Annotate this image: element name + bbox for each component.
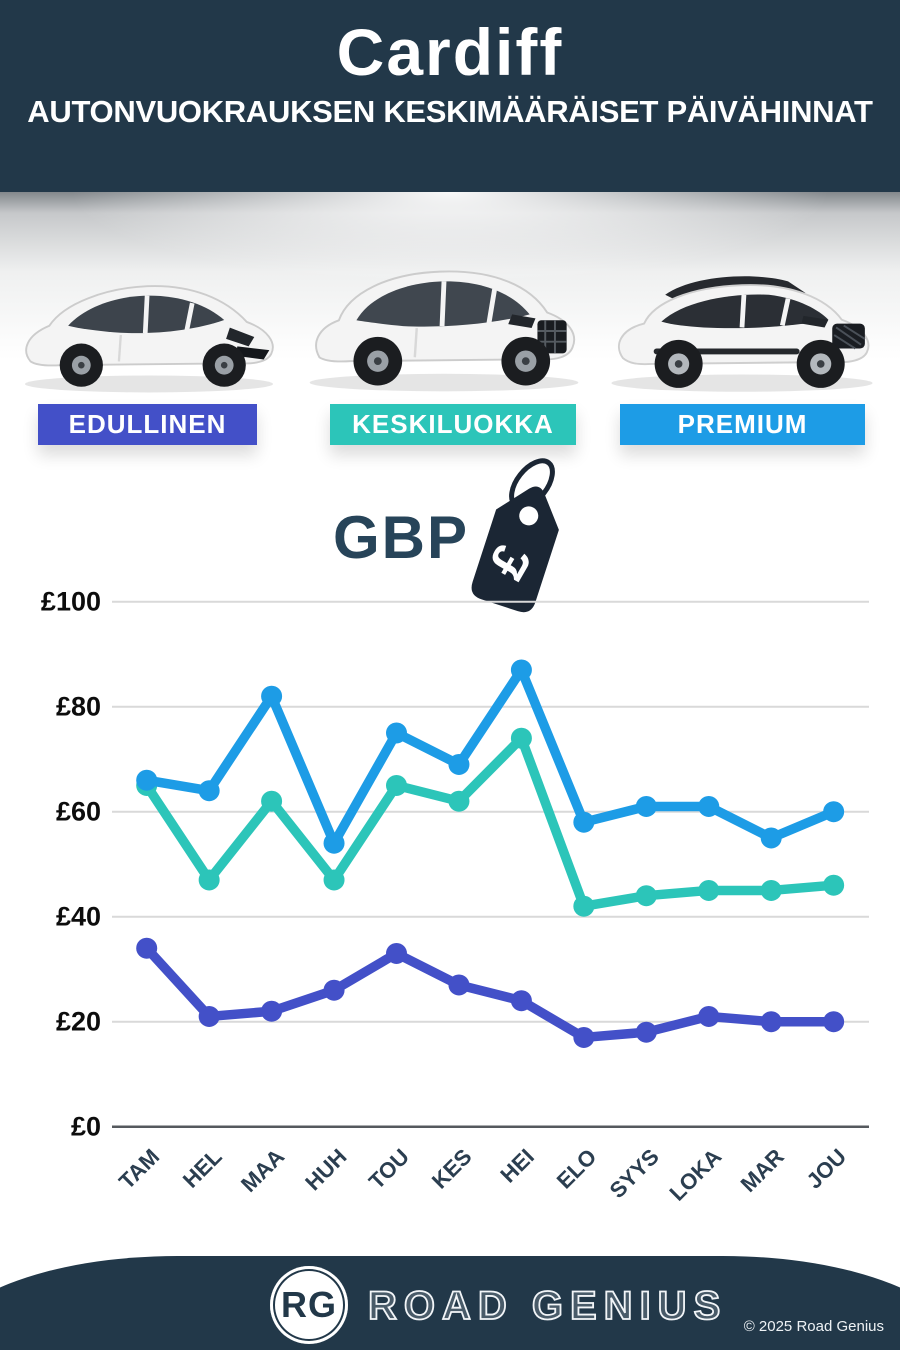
currency-label: GBP bbox=[333, 504, 470, 571]
suv-car-image bbox=[309, 270, 579, 392]
data-point-keskiluokka bbox=[698, 879, 720, 901]
data-point-premium bbox=[448, 753, 470, 775]
x-axis-tick: SYYS bbox=[605, 1144, 664, 1203]
category-badge-premium: PREMIUM bbox=[620, 404, 865, 445]
copyright-text: © 2025 Road Genius bbox=[743, 1318, 884, 1335]
y-axis-tick: £80 bbox=[56, 692, 101, 722]
road-genius-logo-icon: RG bbox=[270, 1266, 348, 1344]
y-axis-tick: £60 bbox=[56, 797, 101, 827]
x-axis-tick: KES bbox=[427, 1144, 477, 1194]
category-label-budget: EDULLINEN bbox=[68, 409, 227, 439]
category-label-premium: PREMIUM bbox=[677, 409, 808, 439]
series-line-edullinen bbox=[141, 943, 839, 1043]
page-title: Cardiff bbox=[336, 15, 564, 89]
data-point-keskiluokka bbox=[823, 874, 845, 896]
price-tag-icon: £ bbox=[471, 458, 559, 613]
header: Cardiff AUTONVUOKRAUKSEN KESKIMÄÄRÄISET … bbox=[0, 0, 900, 192]
data-point-edullinen bbox=[198, 1005, 220, 1027]
data-point-premium bbox=[823, 801, 845, 823]
data-point-premium bbox=[261, 685, 283, 707]
data-point-keskiluokka bbox=[510, 727, 532, 749]
data-point-edullinen bbox=[323, 979, 345, 1001]
data-point-edullinen bbox=[510, 990, 532, 1012]
data-point-edullinen bbox=[261, 1000, 283, 1022]
data-point-edullinen bbox=[698, 1005, 720, 1027]
x-axis-tick: HEI bbox=[495, 1144, 539, 1188]
data-point-edullinen bbox=[760, 1011, 782, 1033]
y-axis-tick: £0 bbox=[71, 1112, 101, 1142]
x-axis-tick: HEL bbox=[178, 1144, 227, 1193]
data-point-keskiluokka bbox=[635, 885, 657, 907]
data-point-edullinen bbox=[136, 937, 158, 959]
data-point-keskiluokka bbox=[323, 869, 345, 891]
category-label-midsize: KESKILUOKKA bbox=[352, 409, 554, 439]
data-point-keskiluokka bbox=[386, 774, 407, 796]
page-subtitle: AUTONVUOKRAUKSEN KESKIMÄÄRÄISET PÄIVÄHIN… bbox=[27, 94, 873, 129]
x-axis-tick: HUH bbox=[300, 1144, 351, 1195]
x-axis-tick: TAM bbox=[114, 1144, 164, 1194]
logo-text: RG bbox=[281, 1284, 337, 1325]
footer bbox=[0, 1256, 900, 1350]
x-axis-tick: JOU bbox=[802, 1144, 852, 1194]
data-point-premium bbox=[760, 827, 782, 849]
data-point-edullinen bbox=[635, 1021, 657, 1043]
data-point-edullinen bbox=[386, 942, 407, 964]
x-axis-tick: MAR bbox=[736, 1144, 789, 1197]
category-badge-budget: EDULLINEN bbox=[38, 404, 257, 445]
data-point-edullinen bbox=[573, 1026, 595, 1048]
data-point-keskiluokka bbox=[448, 790, 470, 812]
data-point-premium bbox=[698, 795, 720, 817]
y-axis-tick: £40 bbox=[56, 902, 101, 932]
data-point-edullinen bbox=[448, 974, 470, 996]
brand-name: ROAD GENIUS bbox=[367, 1283, 728, 1329]
data-point-premium bbox=[386, 722, 407, 744]
y-axis-tick: £100 bbox=[41, 587, 101, 617]
data-point-edullinen bbox=[823, 1011, 845, 1033]
x-axis-tick: LOKA bbox=[665, 1144, 727, 1206]
data-point-premium bbox=[510, 659, 532, 681]
data-point-keskiluokka bbox=[261, 790, 283, 812]
x-axis-tick: TOU bbox=[364, 1144, 414, 1194]
data-point-premium bbox=[323, 832, 345, 854]
x-axis-tick: MAA bbox=[236, 1144, 289, 1197]
hatchback-car-image bbox=[24, 285, 274, 393]
x-axis-tick: ELO bbox=[552, 1144, 602, 1194]
category-badge-midsize: KESKILUOKKA bbox=[330, 404, 576, 445]
data-point-premium bbox=[136, 769, 158, 791]
data-point-premium bbox=[635, 795, 657, 817]
data-point-keskiluokka bbox=[573, 895, 595, 917]
data-point-premium bbox=[573, 811, 595, 833]
series-line-premium bbox=[141, 665, 839, 848]
price-line-chart: £0 £20 £40 £60 £80 £100 TAM HEL MAA HUH TOU KES HEI E… bbox=[41, 587, 869, 1206]
y-axis-tick: £20 bbox=[56, 1007, 101, 1037]
data-point-keskiluokka bbox=[760, 879, 782, 901]
luxury-suv-car-image bbox=[611, 276, 873, 392]
data-point-premium bbox=[198, 780, 220, 802]
data-point-keskiluokka bbox=[198, 869, 220, 891]
